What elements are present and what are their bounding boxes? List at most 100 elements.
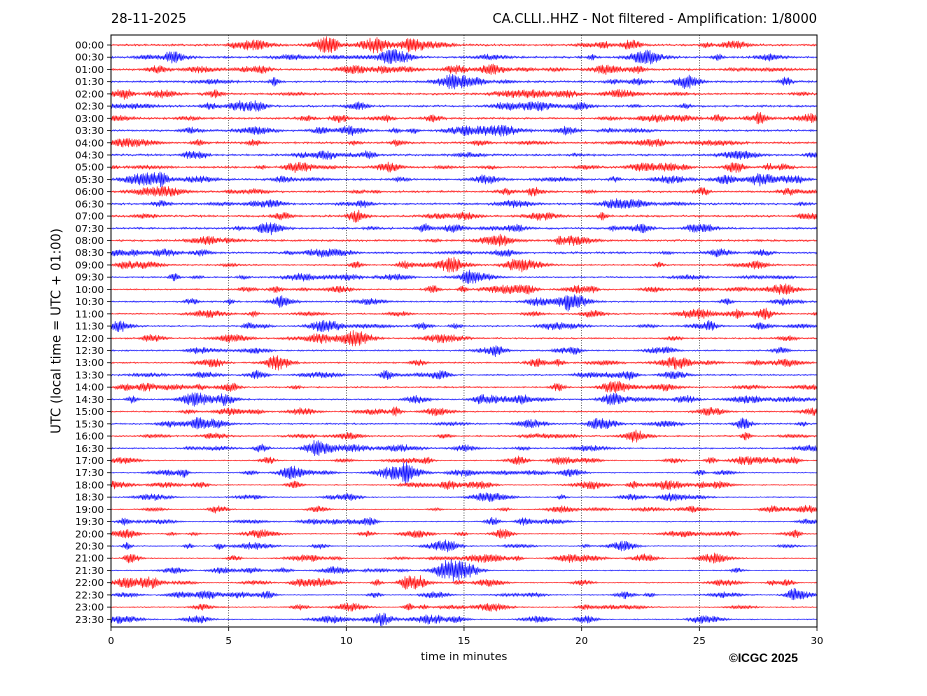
trace-row-0000: [110, 36, 817, 54]
trace-row-0500: [110, 161, 817, 174]
y-tick-label-0400: 04:00: [75, 138, 104, 149]
x-tick-label-10: 10: [340, 636, 353, 647]
y-tick-label-1000: 10:00: [75, 285, 104, 296]
y-tick-label-2130: 21:30: [75, 566, 104, 577]
trace-row-1430: [110, 392, 817, 407]
y-tick-label-1330: 13:30: [75, 370, 104, 381]
y-tick-label-2000: 20:00: [75, 529, 104, 540]
y-tick-label-1800: 18:00: [75, 480, 104, 491]
y-tick-label-1730: 17:30: [75, 468, 104, 479]
trace-row-0830: [110, 248, 817, 258]
x-tick-label-0: 0: [108, 636, 114, 647]
y-tick-label-0730: 07:30: [75, 224, 104, 235]
trace-row-1800: [110, 480, 817, 491]
y-tick-label-0300: 03:00: [75, 114, 104, 125]
trace-row-1500: [110, 406, 817, 417]
x-tick-label-20: 20: [575, 636, 588, 647]
y-tick-label-1030: 10:30: [75, 297, 104, 308]
trace-row-1630: [110, 440, 817, 457]
y-tick-label-0930: 09:30: [75, 273, 104, 284]
trace-row-0530: [110, 171, 817, 188]
y-tick-label-0630: 06:30: [75, 199, 104, 210]
trace-row-0600: [110, 186, 817, 197]
trace-row-2200: [110, 575, 817, 590]
trace-row-0230: [110, 100, 817, 112]
y-tick-label-0000: 00:00: [75, 41, 104, 52]
trace-row-2330: [110, 612, 817, 627]
seismic-traces: [110, 36, 817, 627]
y-tick-label-0130: 01:30: [75, 77, 104, 88]
trace-row-1930: [110, 517, 817, 526]
trace-row-0730: [110, 222, 817, 236]
x-tick-label-5: 5: [225, 636, 231, 647]
y-tick-label-2030: 20:30: [75, 542, 104, 553]
x-tick-label-15: 15: [458, 636, 471, 647]
trace-row-0400: [110, 138, 817, 148]
station-title: CA.CLLI..HHZ - Not filtered - Amplificat…: [492, 12, 818, 27]
y-tick-label-0500: 05:00: [75, 163, 104, 174]
trace-row-0300: [110, 111, 817, 125]
trace-row-1330: [110, 369, 817, 381]
trace-row-2100: [110, 552, 817, 564]
trace-row-0700: [110, 209, 817, 223]
trace-row-0200: [110, 89, 817, 100]
y-tick-label-1130: 11:30: [75, 322, 104, 333]
y-tick-label-0230: 02:30: [75, 102, 104, 113]
y-tick-label-0100: 01:00: [75, 65, 104, 76]
trace-row-1900: [110, 504, 817, 514]
trace-row-2300: [110, 602, 817, 612]
trace-row-1700: [110, 455, 817, 466]
y-tick-label-1300: 13:00: [75, 358, 104, 369]
y-tick-label-2300: 23:00: [75, 603, 104, 614]
y-tick-label-1200: 12:00: [75, 334, 104, 345]
y-tick-label-1830: 18:30: [75, 493, 104, 504]
grid-lines: [228, 35, 700, 627]
y-tick-label-1100: 11:00: [75, 309, 104, 320]
trace-row-1830: [110, 492, 817, 502]
copyright-credit: ©ICGC 2025: [729, 651, 798, 665]
y-tick-label-2230: 22:30: [75, 590, 104, 601]
trace-row-1530: [110, 417, 817, 430]
trace-row-2130: [110, 559, 817, 582]
y-tick-label-1630: 16:30: [75, 444, 104, 455]
x-tick-label-30: 30: [811, 636, 824, 647]
trace-row-2000: [110, 528, 817, 539]
y-tick-label-2330: 23:30: [75, 615, 104, 626]
y-tick-label-0830: 08:30: [75, 248, 104, 259]
trace-row-0030: [110, 49, 817, 65]
trace-row-1230: [110, 345, 817, 357]
trace-row-2230: [110, 587, 817, 601]
y-tick-label-1530: 15:30: [75, 419, 104, 430]
trace-row-0800: [110, 233, 817, 247]
y-tick-label-2100: 21:00: [75, 554, 104, 565]
trace-row-1600: [110, 429, 817, 443]
y-axis-label: UTC (local time = UTC + 01:00): [49, 228, 65, 434]
y-tick-label-1900: 19:00: [75, 505, 104, 516]
y-tick-label-1430: 14:30: [75, 395, 104, 406]
y-tick-label-0800: 08:00: [75, 236, 104, 247]
trace-row-1030: [110, 294, 817, 312]
trace-row-1300: [110, 355, 817, 371]
trace-row-0900: [110, 256, 817, 273]
date-label: 28-11-2025: [111, 12, 187, 27]
y-tick-label-0030: 00:30: [75, 53, 104, 64]
trace-row-1730: [110, 461, 817, 484]
trace-row-1000: [110, 283, 817, 295]
trace-row-1200: [110, 330, 817, 347]
trace-row-1400: [110, 380, 817, 394]
y-tick-label-0900: 09:00: [75, 260, 104, 271]
y-tick-label-0430: 04:30: [75, 150, 104, 161]
y-tick-label-1700: 17:00: [75, 456, 104, 467]
trace-row-1130: [110, 319, 817, 333]
y-tick-label-1930: 19:30: [75, 517, 104, 528]
trace-row-0130: [110, 73, 817, 90]
trace-row-0930: [110, 269, 817, 284]
trace-row-1100: [110, 307, 817, 320]
y-tick-label-1500: 15:00: [75, 407, 104, 418]
trace-row-0100: [110, 63, 817, 75]
y-tick-label-0600: 06:00: [75, 187, 104, 198]
y-tick-label-2200: 22:00: [75, 578, 104, 589]
trace-row-0430: [110, 150, 817, 160]
